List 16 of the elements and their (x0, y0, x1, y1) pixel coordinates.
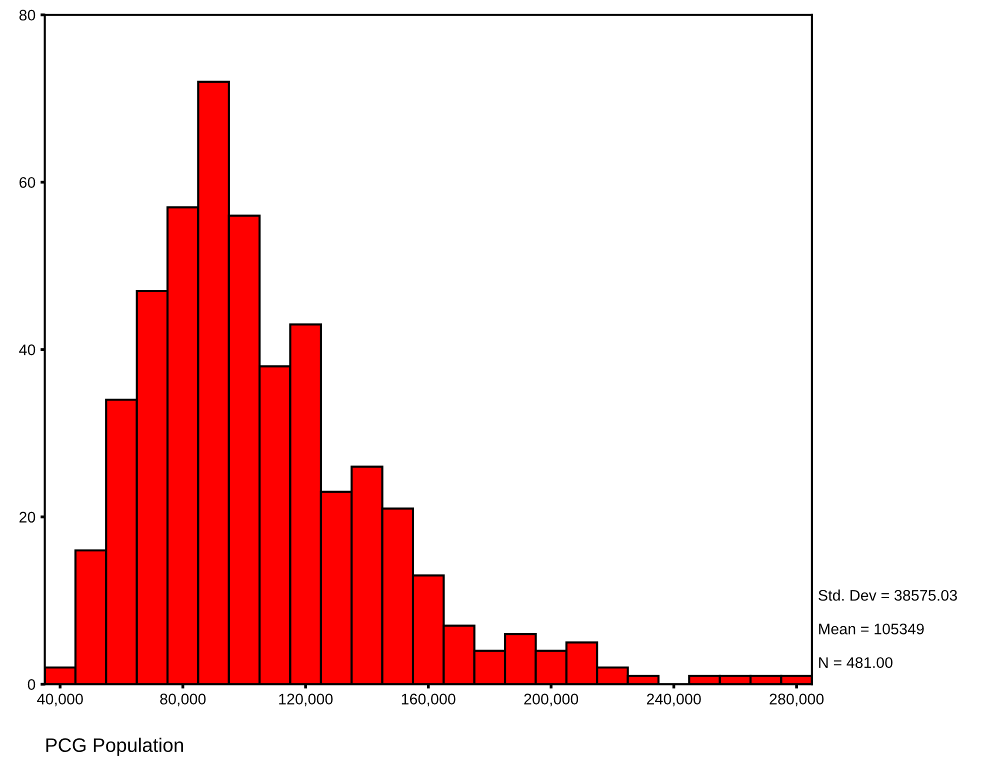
text: Mean = 105349 (819, 624, 924, 634)
x-tick-label: 200,000 (524, 694, 578, 706)
x-axis-title: PCG Population (46, 738, 183, 756)
x-tick-label: 120,000 (279, 694, 333, 706)
x-tick-label: 240,000 (646, 694, 701, 706)
y-tick-label: 80 (19, 10, 36, 21)
x-tick-label: 160,000 (402, 694, 456, 706)
y-tick-label: 0 (28, 679, 36, 690)
x-tick-label: 40,000 (37, 694, 83, 706)
y-tick-label: 60 (20, 177, 36, 188)
y-tick-label: 20 (20, 512, 36, 523)
text: Std. Dev = 38575.03 (818, 590, 957, 601)
x-tick-label: 280,000 (770, 694, 824, 706)
y-tick-label: 40 (19, 344, 36, 356)
text: N = 481.00 (819, 657, 892, 668)
x-tick-label: 80,000 (160, 694, 206, 706)
